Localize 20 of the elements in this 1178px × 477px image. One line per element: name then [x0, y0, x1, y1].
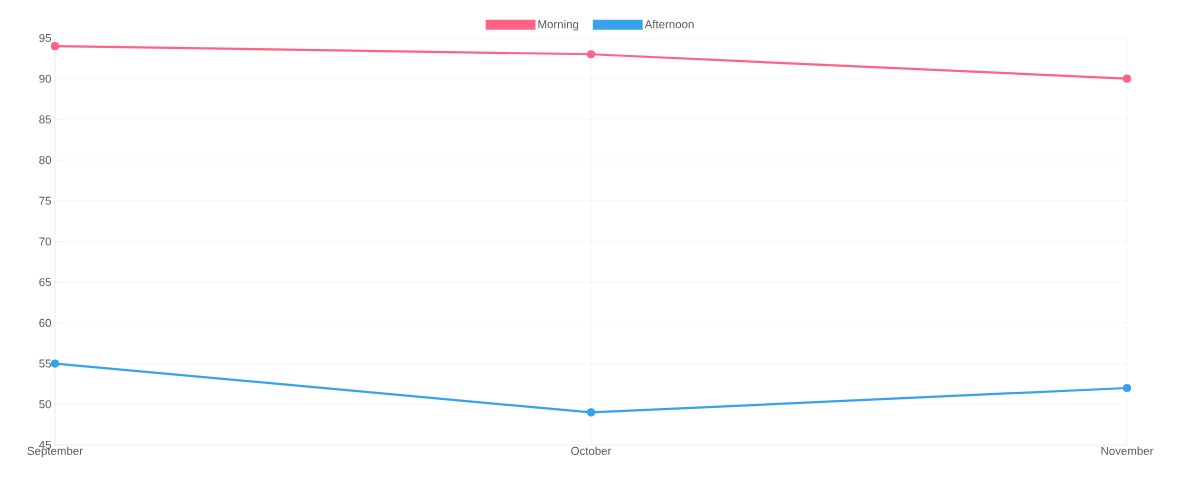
y-tick-label: 60: [39, 318, 52, 327]
point: [586, 50, 596, 59]
y-tick-label: 95: [39, 33, 52, 43]
y-tick-label: 65: [39, 278, 52, 287]
y-tick-label: 55: [39, 359, 52, 368]
point: [586, 408, 596, 417]
point: [1122, 74, 1132, 83]
point: [50, 42, 60, 51]
y-tick-label: 90: [39, 74, 52, 83]
x-tick-label: October: [571, 446, 612, 455]
y-tick-label: 70: [39, 237, 52, 246]
x-tick-label: November: [1101, 446, 1154, 455]
y-tick-label: 85: [39, 115, 52, 124]
y-tick-label: 75: [39, 196, 52, 205]
legend-label: Morning: [538, 19, 579, 31]
point: [50, 359, 60, 368]
point: [1122, 383, 1132, 393]
y-tick-label: 50: [39, 400, 52, 409]
y-tick-label: 80: [39, 156, 52, 165]
legend-label: Afternoon: [644, 19, 694, 29]
